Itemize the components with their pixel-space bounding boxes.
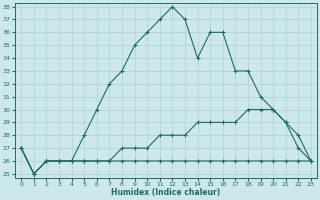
X-axis label: Humidex (Indice chaleur): Humidex (Indice chaleur) — [111, 188, 221, 197]
